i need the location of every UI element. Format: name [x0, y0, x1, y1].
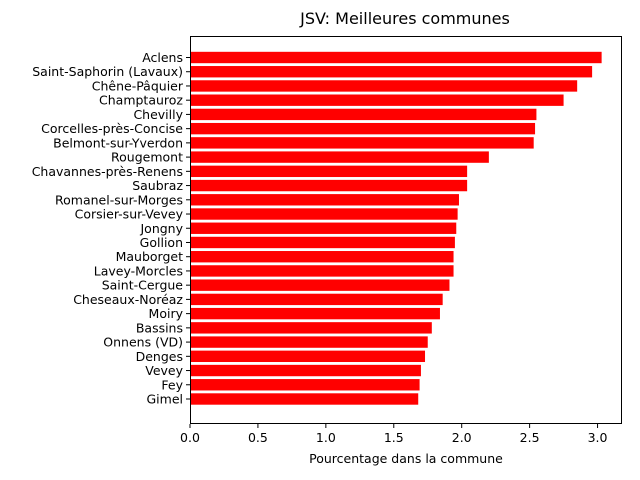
y-tick-label: Saubraz: [132, 178, 183, 193]
bar: [190, 151, 489, 163]
x-tick-label: 1.5: [384, 430, 404, 445]
x-axis-ticks: 0.0 0.5 1.0 1.5 2.0 2.5 3.0: [180, 424, 608, 445]
bar: [190, 265, 454, 277]
bar: [190, 51, 602, 64]
bar: [190, 350, 426, 363]
y-tick-label: Rougemont: [111, 150, 183, 165]
bar: [190, 222, 457, 234]
y-tick-label: Aclens: [142, 50, 183, 65]
y-tick-label: Fey: [161, 377, 183, 392]
x-tick-label: 0.5: [248, 430, 268, 445]
x-tick-label: 2.0: [452, 430, 472, 445]
x-axis-label: Pourcentage dans la commune: [309, 451, 503, 466]
bar: [190, 66, 593, 78]
y-tick-label: Mauborget: [116, 249, 183, 264]
y-tick-label: Saint-Saphorin (Lavaux): [32, 64, 183, 79]
y-tick-label: Cheseaux-Noréaz: [73, 292, 183, 307]
bar: [190, 94, 564, 106]
y-tick-label: Romanel-sur-Morges: [55, 192, 183, 207]
bar: [190, 393, 419, 405]
bar: [190, 108, 537, 121]
y-tick-label: Saint-Cergue: [102, 278, 184, 293]
y-tick-label: Belmont-sur-Yverdon: [53, 135, 183, 150]
y-tick-label: Corcelles-près-Concise: [41, 121, 183, 136]
x-tick-label: 0.0: [180, 430, 200, 445]
y-tick-label: Bassins: [136, 320, 183, 335]
plot-frame: [190, 36, 622, 424]
y-tick-label: Champtauroz: [99, 93, 183, 108]
bar: [190, 80, 578, 92]
y-tick-label: Jongny: [139, 221, 183, 236]
bar: [190, 208, 458, 220]
y-tick-label: Gimel: [147, 392, 184, 407]
y-tick-label: Chevilly: [133, 107, 183, 122]
x-tick-label: 1.0: [316, 430, 336, 445]
y-tick-label: Moiry: [149, 306, 184, 321]
y-tick-label: Chavannes-près-Renens: [32, 164, 183, 179]
bar: [190, 379, 420, 391]
bars-group: [190, 51, 602, 405]
bar: [190, 322, 432, 334]
bar: [190, 122, 536, 135]
bar: [190, 194, 459, 206]
y-tick-label: Denges: [136, 349, 183, 364]
y-tick-label: Corsier-sur-Vevey: [75, 207, 184, 222]
y-tick-label: Gollion: [140, 235, 183, 250]
bar: [190, 251, 454, 263]
bar: [190, 137, 534, 149]
y-tick-label: Chêne-Pâquier: [92, 78, 184, 93]
y-tick-label: Vevey: [145, 363, 183, 378]
bar: [190, 364, 421, 377]
bar: [190, 293, 443, 306]
bar: [190, 307, 440, 320]
bar: [190, 236, 455, 249]
bar: [190, 179, 468, 192]
x-tick-label: 2.5: [520, 430, 540, 445]
chart-title: JSV: Meilleures communes: [299, 9, 510, 28]
bar: [190, 165, 468, 178]
y-tick-label: Lavey-Morcles: [94, 263, 183, 278]
bar: [190, 336, 428, 348]
y-tick-label: Onnens (VD): [103, 335, 183, 350]
bar: [190, 279, 450, 291]
x-tick-label: 3.0: [588, 430, 608, 445]
